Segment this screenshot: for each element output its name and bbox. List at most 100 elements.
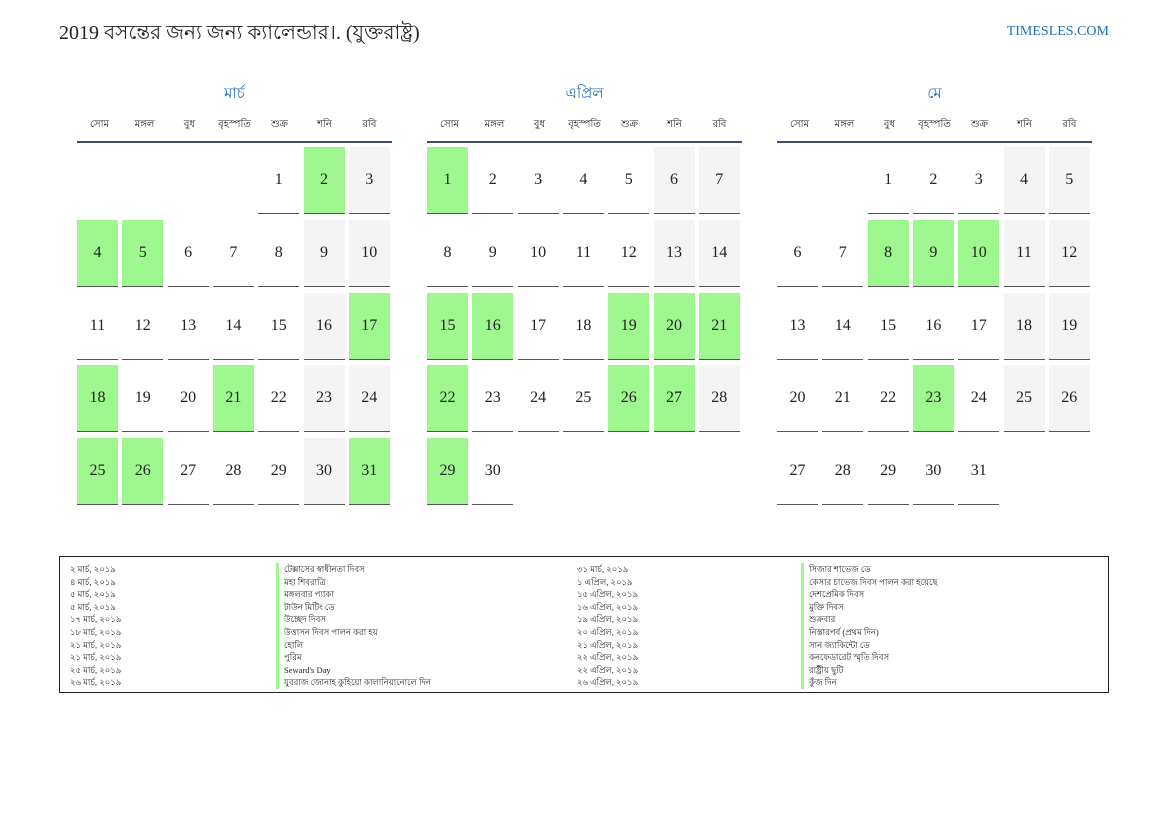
day-cell: 18 [562, 293, 604, 360]
day-cell: 5 [1048, 147, 1090, 214]
holiday-name: মুক্তি দিবস [801, 600, 938, 614]
holiday-name: কনফেডারেট স্মৃতি দিবস [801, 651, 938, 664]
day-cell: 16 [472, 292, 514, 360]
day-cell: 6 [167, 220, 209, 287]
empty-cell [699, 438, 740, 505]
day-cell: 17 [517, 293, 559, 360]
holiday-name: পুরিম [276, 651, 431, 664]
day-cell: 2 [912, 147, 954, 214]
holiday-date: ১৬ এপ্রিল, ২০১৯ [577, 601, 639, 612]
holiday-date: ২৫ মার্চ, ২০১৯ [70, 664, 122, 675]
holiday-name: মহা শিবরাত্রি [276, 575, 431, 589]
day-cell: 3 [348, 147, 390, 214]
holiday-dates-col-2: ৩১ মার্চ, ২০১৯ ১ এপ্রিল, ২০১৯ ১৫ এপ্রিল,… [577, 563, 638, 689]
holiday-name: সিজার শাভেজ ডে [801, 563, 938, 576]
day-cell: 25 [1003, 365, 1045, 433]
weekday-label: মঙ্গল [834, 119, 855, 130]
weekday-label: মঙ্গল [484, 119, 505, 130]
holiday-name: কুঁজ দিন [801, 676, 938, 689]
day-cell: 23 [472, 365, 514, 433]
day-cell: 8 [867, 219, 909, 287]
day-cell: 28 [212, 438, 254, 506]
empty-cell [213, 147, 254, 214]
day-cell: 5 [122, 219, 164, 287]
day-cell: 13 [777, 293, 818, 360]
day-cell: 2 [472, 147, 514, 214]
day-cell: 12 [608, 220, 650, 287]
month-march: মার্চ সোম মঙ্গল বুধ বৃহস্পতি শুক্র শনি র… [77, 84, 392, 512]
weekday-label: বৃহস্পতি [218, 119, 251, 130]
day-cell: 10 [348, 219, 390, 287]
day-cell: 21 [822, 365, 864, 433]
day-grid: 1 2 3 4 5 6 7 8 9 10 11 12 13 14 15 16 17 18 19 20 21 22 23 24 2… [77, 147, 392, 512]
holiday-date: ১৯ এপ্রিল, ২০১৯ [577, 614, 639, 625]
site-link[interactable]: TIMESLES.COM [1006, 24, 1109, 39]
holiday-names-col-2: সিজার শাভেজ ডে কেসার চাভেজ দিবস পালন করা… [801, 563, 938, 689]
empty-cell [168, 147, 209, 214]
holiday-date: ৪ মার্চ, ২০১৯ [70, 576, 116, 587]
holiday-name: নিস্তারপর্ব (প্রথম দিন) [801, 625, 938, 639]
empty-cell [122, 147, 163, 214]
day-cell: 29 [867, 438, 909, 506]
holiday-name: হোলি [276, 638, 431, 652]
holiday-name: সান জ্যাকিন্টো ডে [801, 638, 938, 652]
weekday-label: শুক্র [271, 119, 288, 130]
day-cell: 12 [1048, 219, 1090, 287]
month-name: মে [927, 86, 942, 102]
day-cell: 18 [77, 365, 118, 433]
day-cell: 4 [77, 219, 118, 287]
holiday-date: ২২ এপ্রিল, ২০১৯ [577, 664, 639, 675]
month-name: এপ্রিল [565, 86, 604, 102]
day-cell: 23 [303, 365, 345, 433]
holiday-date: ২০ এপ্রিল, ২০১৯ [577, 626, 639, 637]
day-cell: 29 [427, 438, 468, 506]
empty-cell [822, 147, 863, 214]
weekday-label: সোম [89, 119, 110, 130]
weekday-label: শুক্র [971, 119, 988, 130]
weekday-label: বুধ [183, 119, 196, 130]
day-cell: 7 [698, 147, 740, 214]
holiday-date: ১৭ মার্চ, ২০১৯ [70, 614, 122, 625]
holiday-date: ১৫ এপ্রিল, ২০১৯ [577, 589, 639, 600]
holiday-name: শুক্রবার [801, 613, 938, 626]
weekday-label: রবি [712, 119, 727, 130]
day-cell: 14 [698, 219, 740, 287]
day-cell: 30 [472, 438, 514, 506]
day-cell: 5 [608, 147, 650, 214]
day-cell: 28 [698, 365, 740, 433]
day-cell: 26 [1048, 365, 1090, 433]
holiday-date: ২১ মার্চ, ২০১৯ [70, 652, 122, 663]
day-cell: 18 [1003, 292, 1045, 360]
day-cell: 12 [122, 293, 164, 360]
day-cell: 4 [1003, 147, 1045, 214]
day-cell: 17 [348, 292, 390, 360]
day-cell: 26 [122, 438, 164, 506]
day-cell: 8 [258, 220, 300, 287]
day-cell: 19 [1048, 292, 1090, 360]
empty-cell [563, 438, 604, 505]
holiday-date: ৩১ মার্চ, ২০১৯ [577, 564, 629, 574]
day-cell: 29 [258, 438, 300, 506]
day-grid: 1 2 3 4 5 6 7 8 9 10 11 12 13 14 15 16 17 18 19 20 21 22 23 24 2… [427, 147, 742, 512]
day-cell: 31 [348, 438, 390, 506]
day-cell: 19 [122, 365, 164, 433]
day-cell: 20 [653, 292, 695, 360]
weekday-label: শনি [1017, 119, 1032, 130]
holiday-name: মঙ্গলবার প্যাকা [276, 588, 431, 601]
day-cell: 21 [698, 292, 740, 360]
holiday-names-col-1: টেক্সাসের স্বাধীনতা দিবস মহা শিবরাত্রি ম… [276, 563, 431, 689]
holiday-date: ২১ মার্চ, ২০১৯ [70, 639, 122, 650]
empty-cell [608, 438, 649, 505]
weekday-label: বুধ [883, 119, 896, 130]
holiday-date: ২৬ মার্চ, ২০১৯ [70, 677, 122, 688]
weekday-row: সোম মঙ্গল বুধ বৃহস্পতি শুক্র শনি রবি [427, 117, 742, 143]
day-cell: 16 [912, 293, 954, 360]
holiday-name: টেক্সাসের স্বাধীনতা দিবস [276, 563, 431, 576]
day-cell: 27 [777, 438, 818, 506]
day-cell: 28 [822, 438, 864, 506]
holiday-date: ২৬ এপ্রিল, ২০১৯ [577, 677, 639, 688]
day-grid: 1 2 3 4 5 6 7 8 9 10 11 12 13 14 15 16 17 18 19 20 21 22 23 24 2… [777, 147, 1092, 512]
day-cell: 25 [77, 438, 118, 506]
day-cell: 14 [212, 293, 254, 360]
day-cell: 13 [653, 219, 695, 287]
